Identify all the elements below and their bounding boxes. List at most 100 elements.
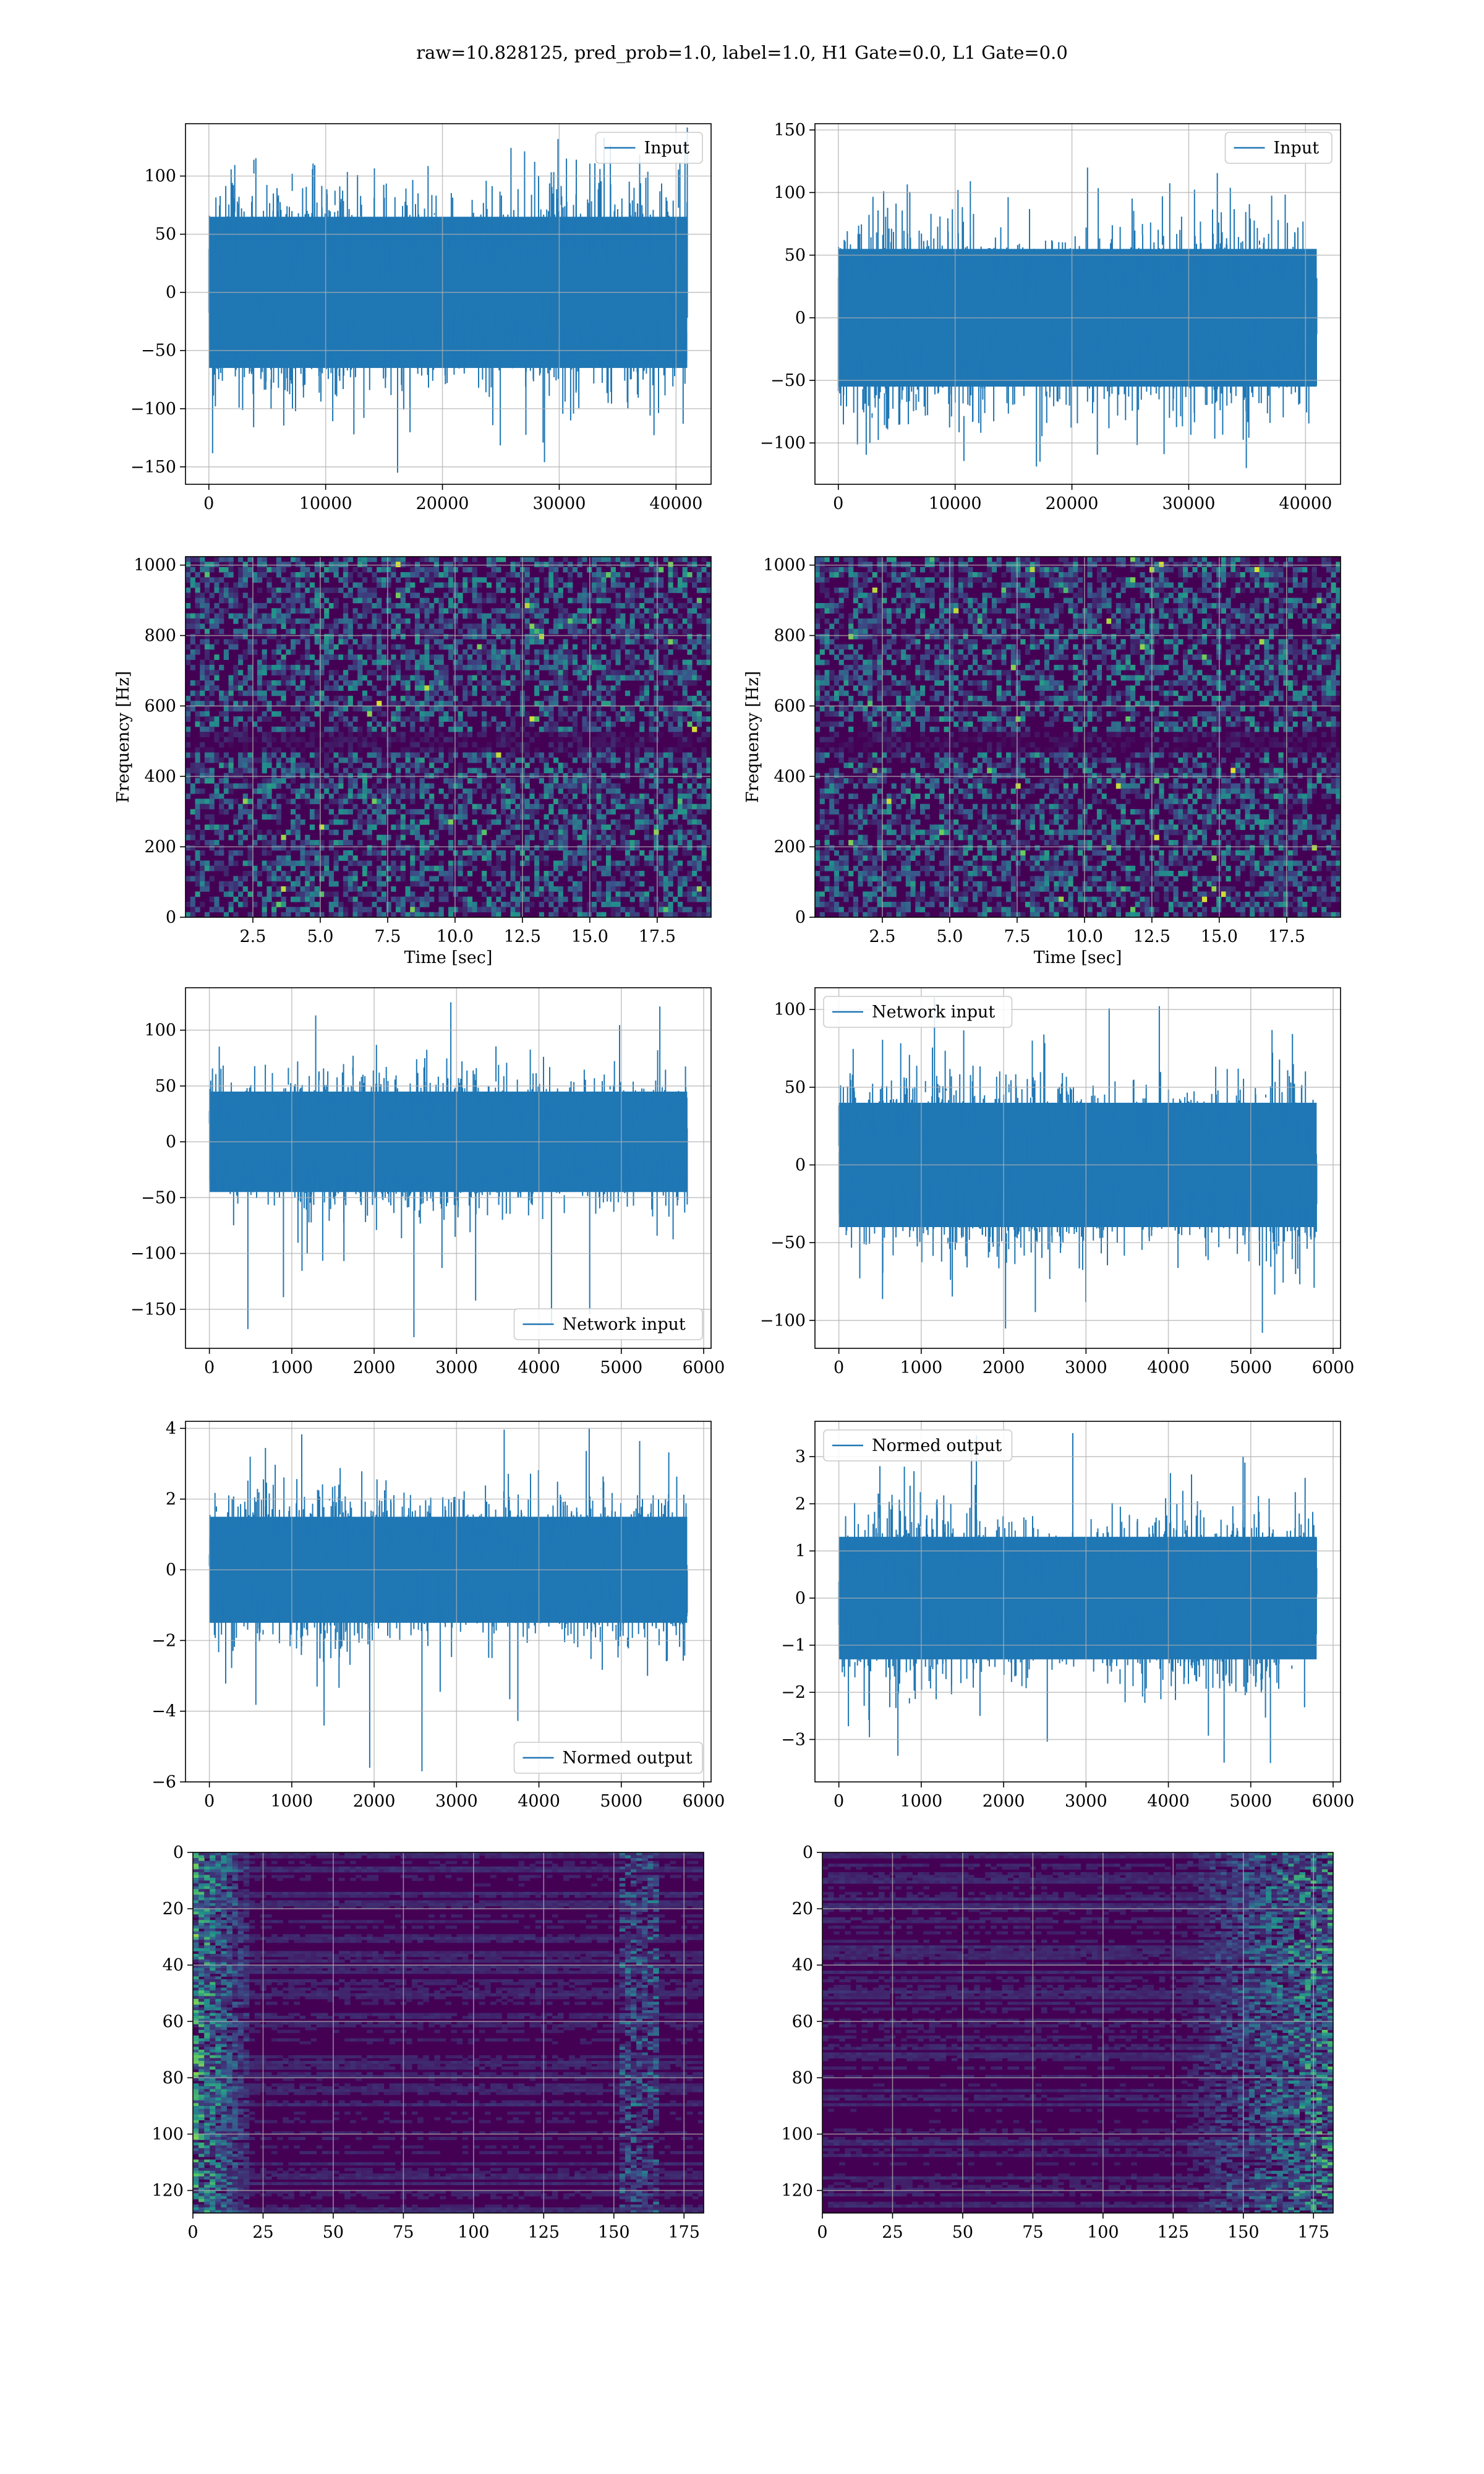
- x-tick-label: 75: [1022, 2223, 1043, 2242]
- y-tick-label: 100: [774, 1000, 806, 1019]
- legend: Normed output: [823, 1429, 1013, 1462]
- figure-title: raw=10.828125, pred_prob=1.0, label=1.0,…: [0, 42, 1484, 63]
- y-tick-label: 0: [795, 908, 806, 927]
- heatmap-cells: [822, 1852, 1333, 2213]
- x-axis-label: Time [sec]: [1034, 948, 1122, 967]
- y-tick-label: 0: [173, 1843, 184, 1862]
- x-tick-label: 3000: [435, 1358, 478, 1377]
- x-tick-label: 30000: [532, 494, 586, 513]
- y-tick-label: 0: [795, 1589, 806, 1608]
- x-tick-label: 30000: [1162, 494, 1215, 513]
- y-tick-label: 1: [795, 1542, 806, 1561]
- x-tick-label: 100: [458, 2223, 490, 2242]
- legend: Network input: [823, 996, 1013, 1028]
- heatmap-cells: [193, 1852, 704, 2213]
- y-tick-label: −100: [760, 434, 806, 453]
- y-tick-label: 100: [151, 2125, 184, 2144]
- x-tick-label: 4000: [1147, 1792, 1190, 1811]
- x-tick-label: 40000: [649, 494, 702, 513]
- y-tick-label: 0: [803, 1843, 813, 1862]
- legend: Normed output: [513, 1742, 703, 1774]
- x-tick-label: 0: [834, 1792, 844, 1811]
- y-tick-label: −2: [151, 1631, 176, 1650]
- x-tick-label: 100: [1087, 2223, 1119, 2242]
- y-axis-label: Frequency [Hz]: [743, 671, 762, 803]
- y-tick-label: 20: [163, 1899, 184, 1919]
- y-tick-label: 200: [774, 837, 806, 857]
- x-tick-label: 40000: [1279, 494, 1332, 513]
- plot-area: [822, 1852, 1333, 2213]
- y-tick-label: 800: [144, 627, 176, 646]
- y-tick-label: 800: [774, 627, 806, 646]
- plot-area: [208, 127, 688, 473]
- y-tick-label: −150: [130, 1300, 176, 1319]
- x-tick-label: 10.0: [437, 927, 474, 946]
- panel-row4-right: 0 1000 2000 3000 4000 5000 6000 −3 −2 −1 0 1 2 3 Norme…: [781, 1421, 1354, 1811]
- x-tick-label: 150: [1227, 2223, 1260, 2242]
- y-tick-label: 50: [785, 1078, 806, 1097]
- y-tick-label: 200: [144, 837, 176, 857]
- series-line: [208, 1002, 688, 1337]
- y-tick-label: 50: [155, 225, 176, 244]
- grid-lines: [186, 1421, 711, 1783]
- legend: Input: [1224, 132, 1333, 164]
- y-tick-label: 2: [166, 1490, 176, 1509]
- grid-lines: [815, 988, 1341, 1348]
- y-tick-label: 3: [795, 1447, 806, 1466]
- grid-lines: [186, 124, 711, 484]
- y-tick-label: 50: [785, 246, 806, 265]
- x-tick-label: 7.5: [1004, 927, 1030, 946]
- y-tick-label: 40: [792, 1956, 813, 1975]
- x-tick-label: 1000: [271, 1358, 313, 1377]
- series-line: [208, 127, 688, 473]
- legend: Input: [595, 132, 703, 164]
- grid-lines: [815, 124, 1341, 484]
- x-tick-label: 7.5: [374, 927, 401, 946]
- y-tick-label: 4: [166, 1419, 176, 1438]
- plot-area: [193, 1852, 704, 2213]
- y-tick-label: −3: [781, 1730, 806, 1749]
- x-tick-label: 2000: [983, 1792, 1025, 1811]
- y-tick-label: 400: [144, 767, 176, 786]
- axes-frame: [814, 123, 1341, 485]
- y-tick-label: 2: [795, 1494, 806, 1513]
- x-tick-label: 5000: [600, 1358, 642, 1377]
- y-tick-label: 120: [151, 2181, 184, 2201]
- x-tick-label: 0: [834, 1358, 844, 1377]
- x-tick-label: 0: [833, 494, 843, 513]
- x-tick-label: 10000: [299, 494, 352, 513]
- x-tick-label: 5.0: [936, 927, 963, 946]
- grid-lines: [815, 1421, 1341, 1782]
- x-tick-label: 3000: [1065, 1792, 1107, 1811]
- x-tick-label: 175: [668, 2223, 700, 2242]
- x-tick-label: 15.0: [1201, 927, 1238, 946]
- y-tick-label: 80: [792, 2068, 813, 2087]
- panel-row3-right: 0 1000 2000 3000 4000 5000 6000 −100 −50 0 50 100 Ne…: [760, 987, 1355, 1377]
- y-tick-label: −4: [151, 1702, 176, 1721]
- y-tick-label: 1000: [134, 556, 176, 575]
- y-tick-label: 600: [774, 696, 806, 716]
- x-tick-label: 1000: [271, 1792, 313, 1811]
- x-tick-label: 15.0: [571, 927, 608, 946]
- axes-frame: [185, 123, 712, 485]
- axes-frame: [814, 556, 1341, 918]
- axes-frame: [185, 1421, 712, 1783]
- y-tick-label: 400: [774, 767, 806, 786]
- y-tick-label: 80: [163, 2068, 184, 2087]
- y-tick-label: −50: [141, 341, 176, 361]
- axes-frame: [822, 1852, 1334, 2214]
- x-tick-label: 6000: [683, 1792, 725, 1811]
- heatmap-cells: [186, 557, 711, 917]
- x-axis-label: Time [sec]: [404, 948, 493, 967]
- x-tick-label: 4000: [518, 1792, 560, 1811]
- x-tick-label: 17.5: [1268, 927, 1305, 946]
- x-tick-label: 6000: [1312, 1792, 1355, 1811]
- y-tick-label: 100: [144, 167, 176, 186]
- x-tick-label: 3000: [1065, 1358, 1107, 1377]
- x-tick-label: 6000: [1312, 1358, 1355, 1377]
- y-tick-label: −6: [151, 1773, 176, 1792]
- x-tick-label: 10000: [929, 494, 982, 513]
- x-tick-label: 4000: [518, 1358, 560, 1377]
- y-tick-label: 0: [166, 283, 176, 302]
